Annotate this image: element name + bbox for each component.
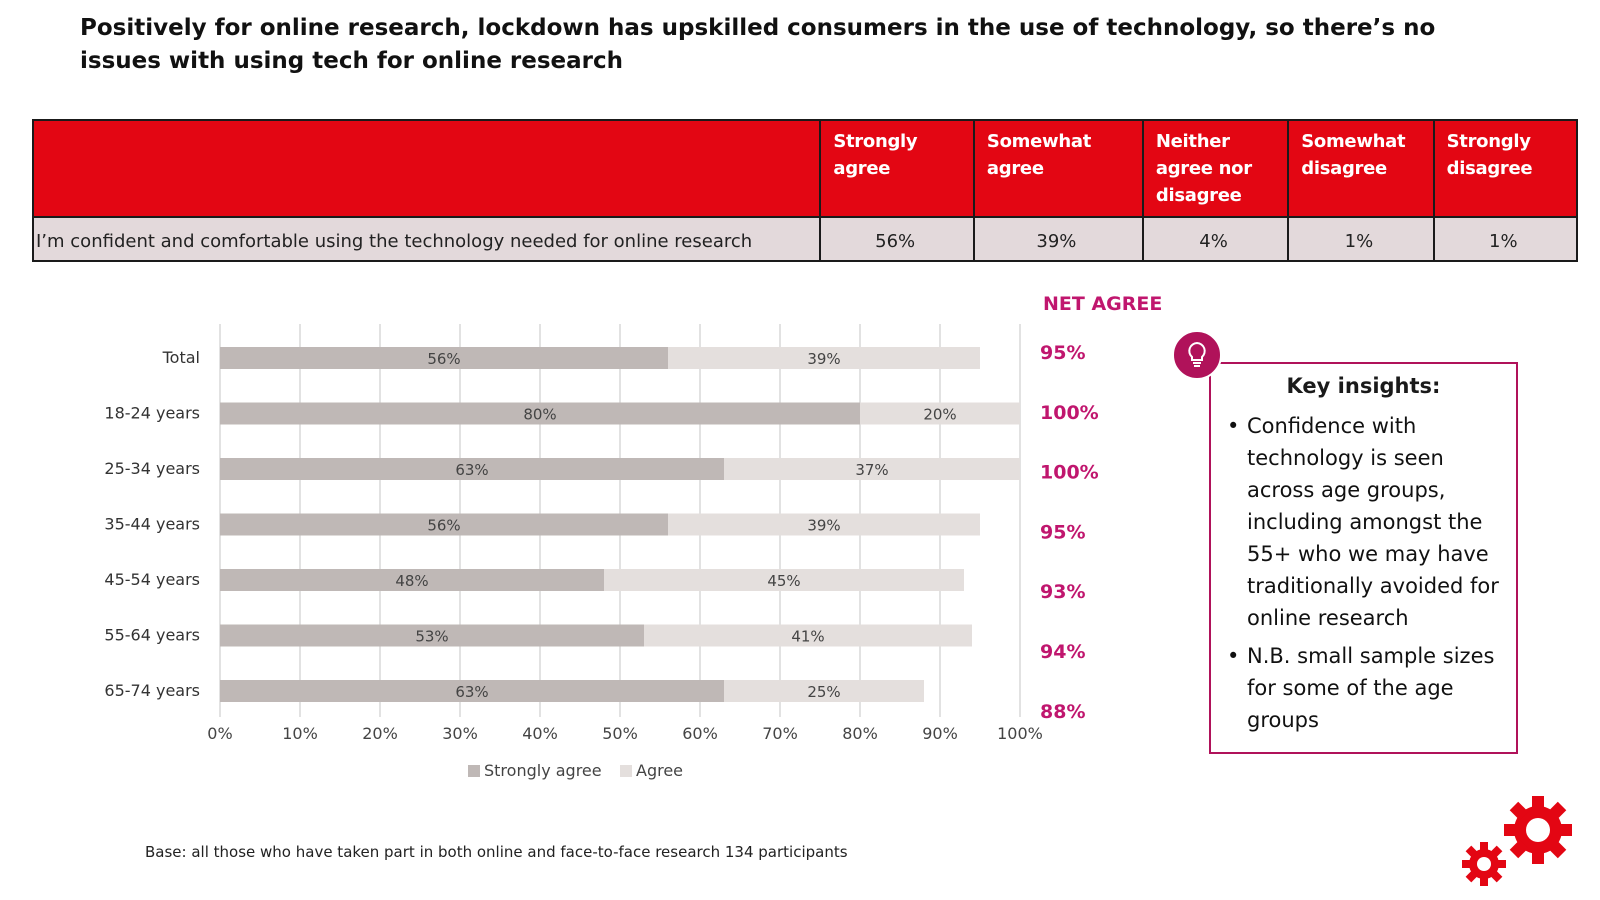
data-label-strongly-agree: 56%: [427, 517, 460, 535]
key-insights-title: Key insights:: [1286, 374, 1441, 398]
table-cell-strongly-agree: 56%: [819, 216, 975, 262]
table-cell-strongly-disagree: 1%: [1432, 216, 1579, 262]
table-header-neither: Neither agree nor disagree: [1141, 119, 1290, 218]
data-label-strongly-agree: 63%: [455, 683, 488, 701]
insight-bullet: N.B. small sample sizes for some of the …: [1225, 640, 1502, 736]
table-header-strongly-disagree: Strongly disagree: [1432, 119, 1579, 218]
net-agree-value: 88%: [1040, 701, 1085, 723]
category-label: 55-64 years: [104, 626, 200, 645]
category-label: 25-34 years: [104, 459, 200, 478]
net-agree-value: 100%: [1040, 462, 1099, 484]
net-agree-value: 95%: [1040, 342, 1085, 364]
bar-agree: [668, 513, 980, 536]
base-note: Base: all those who have taken part in b…: [145, 843, 848, 861]
data-label-agree: 39%: [807, 517, 840, 535]
bar-strongly-agree: [220, 458, 724, 480]
data-label-agree: 41%: [791, 628, 824, 646]
data-label-agree: 25%: [807, 683, 840, 701]
bar-strongly-agree: [220, 680, 724, 702]
bar-agree: [724, 680, 924, 702]
x-tick-label: 10%: [282, 724, 318, 743]
table-header-strongly-agree: Strongly agree: [819, 119, 975, 218]
x-tick-label: 80%: [842, 724, 878, 743]
survey-table: Strongly agree Somewhat agree Neither ag…: [31, 119, 1579, 262]
legend-label-strongly-agree: Strongly agree: [484, 761, 602, 780]
key-insights-box: Key insights: Confidence with technology…: [1209, 362, 1518, 754]
bar-strongly-agree: [220, 513, 668, 536]
net-agree-value: 95%: [1040, 521, 1085, 543]
key-insights-list: Confidence with technology is seen acros…: [1225, 410, 1502, 736]
table-row: I’m confident and comfortable using the …: [31, 216, 1579, 262]
category-label: 35-44 years: [104, 515, 200, 534]
bar-strongly-agree: [220, 402, 860, 425]
data-label-agree: 39%: [807, 350, 840, 368]
data-label-strongly-agree: 80%: [523, 406, 556, 424]
table-cell-statement: I’m confident and comfortable using the …: [31, 216, 822, 262]
x-tick-label: 40%: [522, 724, 558, 743]
table-header-somewhat-disagree: Somewhat disagree: [1287, 119, 1435, 218]
x-tick-label: 60%: [682, 724, 718, 743]
bar-agree: [604, 569, 964, 591]
net-agree-value: 94%: [1040, 641, 1085, 663]
table-header-somewhat-agree: Somewhat agree: [972, 119, 1144, 218]
large-gear-icon: [1504, 796, 1572, 864]
x-tick-label: 70%: [762, 724, 798, 743]
x-tick-label: 100%: [997, 724, 1043, 743]
category-label: 65-74 years: [104, 681, 200, 700]
page-title: Positively for online research, lockdown…: [80, 15, 1436, 74]
bar-strongly-agree: [220, 569, 604, 591]
data-label-agree: 45%: [767, 572, 800, 590]
data-label-strongly-agree: 53%: [415, 628, 448, 646]
legend-label-agree: Agree: [636, 761, 683, 780]
table-header-empty: [31, 119, 822, 218]
bar-agree: [668, 347, 980, 369]
lightbulb-icon: [1172, 330, 1222, 380]
category-label: 18-24 years: [104, 404, 200, 423]
data-label-agree: 37%: [855, 461, 888, 479]
bar-agree: [644, 624, 972, 647]
table-header-row: Strongly agree Somewhat agree Neither ag…: [31, 119, 1579, 218]
category-label: Total: [162, 348, 200, 367]
table-cell-neither: 4%: [1141, 216, 1290, 262]
net-agree-heading: NET AGREE: [1043, 293, 1163, 315]
table-cell-somewhat-disagree: 1%: [1287, 216, 1435, 262]
data-label-agree: 20%: [923, 406, 956, 424]
data-label-strongly-agree: 63%: [455, 461, 488, 479]
data-label-strongly-agree: 56%: [427, 350, 460, 368]
age-group-bar-chart: 0% 10% 20% 30% 40% 50% 60% 70% 80% 90% 100% Total 56…: [104, 324, 1099, 780]
x-tick-label: 50%: [602, 724, 638, 743]
bar-strongly-agree: [220, 347, 668, 369]
x-tick-label: 90%: [922, 724, 958, 743]
net-agree-value: 93%: [1040, 581, 1085, 603]
bar-agree: [860, 402, 1020, 425]
bar-strongly-agree: [220, 624, 644, 647]
net-agree-value: 100%: [1040, 402, 1099, 424]
category-label: 45-54 years: [104, 570, 200, 589]
x-tick-label: 0%: [207, 724, 232, 743]
x-tick-label: 20%: [362, 724, 398, 743]
small-gear-icon: [1462, 842, 1506, 886]
gears-logo: [1462, 796, 1572, 886]
insight-bullet: Confidence with technology is seen acros…: [1225, 410, 1502, 634]
x-tick-label: 30%: [442, 724, 478, 743]
legend-swatch-agree: [620, 765, 632, 777]
table-cell-somewhat-agree: 39%: [972, 216, 1144, 262]
bar-agree: [724, 458, 1020, 480]
data-label-strongly-agree: 48%: [395, 572, 428, 590]
legend-swatch-strongly-agree: [468, 765, 480, 777]
